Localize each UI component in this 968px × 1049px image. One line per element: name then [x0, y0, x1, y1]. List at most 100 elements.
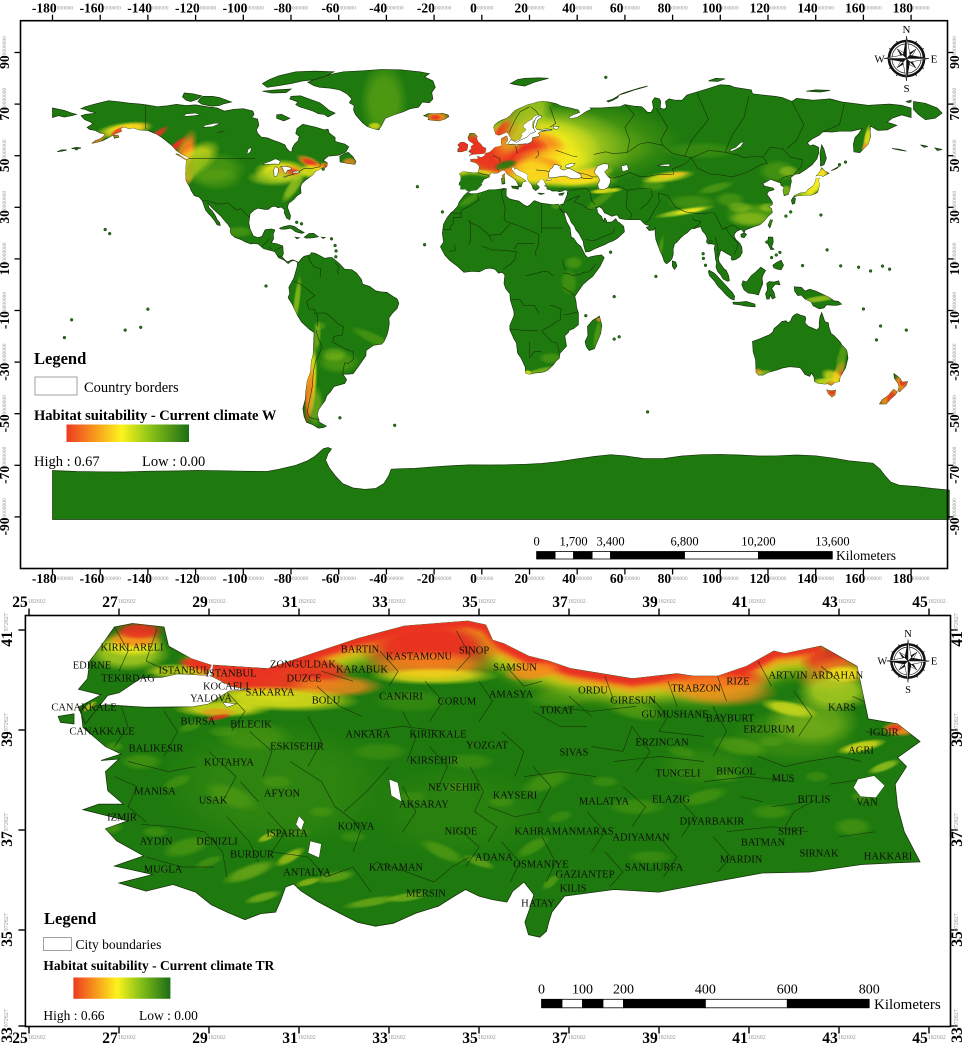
svg-text:KONYA: KONYA [338, 822, 375, 833]
svg-text:Habitat suitability - Current: Habitat suitability - Current climate TR [43, 958, 274, 973]
svg-text:BATMAN: BATMAN [741, 838, 786, 849]
svg-text:YALOVA: YALOVA [190, 694, 232, 705]
svg-text:KUTAHYA: KUTAHYA [204, 758, 254, 769]
svg-text:CANKIRI: CANKIRI [379, 692, 423, 703]
svg-text:6,800: 6,800 [670, 535, 698, 549]
svg-text:KARS: KARS [828, 703, 856, 714]
svg-text:ESKISEHIR: ESKISEHIR [270, 742, 324, 753]
svg-text:ISTANBUL: ISTANBUL [205, 669, 256, 680]
svg-text:AKSARAY: AKSARAY [399, 800, 449, 811]
svg-text:MUGLA: MUGLA [144, 865, 183, 876]
svg-text:13,600: 13,600 [815, 535, 849, 549]
svg-text:KOCAELI: KOCAELI [203, 682, 250, 693]
svg-text:0: 0 [533, 535, 539, 549]
svg-text:Legend: Legend [44, 909, 96, 928]
svg-text:KILIS: KILIS [560, 884, 587, 895]
svg-text:ERZINCAN: ERZINCAN [635, 738, 688, 749]
svg-text:City boundaries: City boundaries [76, 937, 162, 952]
svg-text:ADIYAMAN: ADIYAMAN [612, 833, 670, 844]
svg-text:High : 0.67: High : 0.67 [34, 454, 100, 470]
svg-text:ORDU: ORDU [578, 686, 608, 697]
svg-text:ADANA: ADANA [475, 853, 513, 864]
svg-text:Low : 0.00: Low : 0.00 [139, 1008, 198, 1023]
svg-text:IZMIR: IZMIR [107, 813, 137, 824]
svg-text:BURSA: BURSA [180, 717, 215, 728]
svg-text:200: 200 [613, 982, 634, 997]
svg-text:BINGOL: BINGOL [716, 767, 756, 778]
svg-text:CANAKKALE: CANAKKALE [69, 727, 134, 738]
svg-text:SIVAS: SIVAS [560, 748, 589, 759]
svg-text:ARTVIN: ARTVIN [768, 671, 807, 682]
svg-text:KIRIKKALE: KIRIKKALE [409, 730, 466, 741]
svg-text:1,700: 1,700 [560, 535, 588, 549]
svg-text:DIYARBAKIR: DIYARBAKIR [680, 817, 745, 828]
svg-text:MERSIN: MERSIN [406, 889, 446, 900]
svg-text:KIRKLARELI: KIRKLARELI [101, 643, 164, 654]
svg-text:BARTIN: BARTIN [341, 645, 380, 656]
svg-text:DENIZLI: DENIZLI [196, 837, 238, 848]
svg-text:HATAY: HATAY [521, 899, 555, 910]
svg-text:TRABZON: TRABZON [671, 684, 721, 695]
svg-text:VAN: VAN [856, 798, 878, 809]
svg-text:SIRNAK: SIRNAK [799, 849, 839, 860]
svg-text:3,400: 3,400 [596, 535, 624, 549]
svg-text:GIRESUN: GIRESUN [610, 696, 656, 707]
svg-text:Kilometers: Kilometers [836, 548, 896, 563]
svg-text:Country borders: Country borders [84, 380, 179, 396]
svg-text:N: N [904, 629, 912, 640]
svg-text:BAYBURT: BAYBURT [706, 714, 755, 725]
svg-text:AMASYA: AMASYA [489, 690, 534, 701]
svg-text:TOKAT: TOKAT [540, 706, 575, 717]
svg-text:BALIKESIR: BALIKESIR [129, 744, 184, 755]
svg-text:SIIRT: SIIRT [778, 827, 804, 838]
svg-text:E: E [931, 53, 938, 65]
svg-text:ANTALYA: ANTALYA [283, 868, 331, 879]
svg-text:SANLIURFA: SANLIURFA [625, 863, 684, 874]
svg-text:GUMUSHANE: GUMUSHANE [641, 710, 708, 721]
svg-text:Legend: Legend [34, 349, 86, 368]
svg-text:ARDAHAN: ARDAHAN [811, 671, 864, 682]
svg-text:W: W [877, 657, 887, 668]
svg-text:ISTANBUL: ISTANBUL [158, 666, 209, 677]
svg-text:BURDUR: BURDUR [230, 850, 274, 861]
svg-text:SINOP: SINOP [459, 646, 490, 657]
svg-text:BITLIS: BITLIS [798, 795, 831, 806]
svg-text:Kilometers: Kilometers [874, 997, 941, 1013]
svg-text:MARDIN: MARDIN [720, 855, 763, 866]
svg-text:NIGDE: NIGDE [445, 827, 478, 838]
svg-text:CANAKKALE: CANAKKALE [51, 703, 116, 714]
svg-text:GAZIANTEP: GAZIANTEP [556, 870, 615, 881]
svg-text:TEKIRDAG: TEKIRDAG [101, 674, 155, 685]
svg-text:ANKARA: ANKARA [346, 730, 391, 741]
svg-text:USAK: USAK [199, 796, 228, 807]
svg-text:ZONGULDAK: ZONGULDAK [270, 660, 336, 671]
svg-text:DUZCE: DUZCE [287, 674, 322, 685]
svg-text:AFYON: AFYON [264, 789, 301, 800]
svg-text:S: S [903, 83, 909, 95]
svg-text:CORUM: CORUM [438, 697, 477, 708]
svg-text:W: W [874, 53, 885, 65]
svg-text:0: 0 [538, 982, 545, 997]
svg-text:MALATYA: MALATYA [579, 797, 630, 808]
svg-text:800: 800 [859, 982, 880, 997]
svg-text:KAHRAMANMARAS: KAHRAMANMARAS [514, 827, 613, 838]
svg-text:HAKKARI: HAKKARI [864, 852, 913, 863]
svg-text:EDIRNE: EDIRNE [73, 661, 112, 672]
svg-text:NEVSEHIR: NEVSEHIR [428, 783, 480, 794]
svg-text:MANISA: MANISA [134, 787, 176, 798]
svg-text:N: N [903, 24, 911, 36]
svg-text:10,200: 10,200 [741, 535, 775, 549]
svg-text:KARAMAN: KARAMAN [369, 863, 424, 874]
svg-text:RIZE: RIZE [726, 677, 749, 688]
svg-text:MUS: MUS [772, 774, 795, 785]
svg-text:SAMSUN: SAMSUN [493, 663, 537, 674]
svg-text:ERZURUM: ERZURUM [743, 725, 795, 736]
svg-text:BOLU: BOLU [312, 696, 341, 707]
svg-text:AYDIN: AYDIN [140, 837, 173, 848]
svg-text:OSMANIYE: OSMANIYE [513, 860, 568, 871]
svg-text:S: S [905, 685, 911, 696]
svg-text:100: 100 [572, 982, 593, 997]
svg-text:YOZGAT: YOZGAT [466, 741, 509, 752]
svg-text:High : 0.66: High : 0.66 [43, 1008, 104, 1023]
svg-text:TUNCELI: TUNCELI [656, 769, 701, 780]
